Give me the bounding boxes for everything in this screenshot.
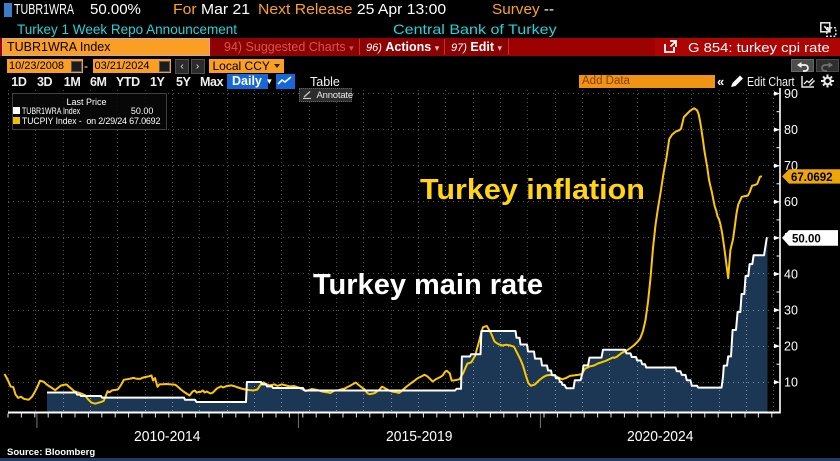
- svg-text:67.0692: 67.0692: [791, 172, 833, 184]
- svg-text:50.00: 50.00: [792, 234, 821, 246]
- svg-text:60: 60: [784, 195, 798, 209]
- svg-text:90: 90: [784, 87, 798, 101]
- svg-text:80: 80: [784, 123, 798, 137]
- svg-text:40: 40: [784, 267, 798, 281]
- svg-text:30: 30: [784, 303, 798, 317]
- svg-text:10: 10: [784, 376, 798, 390]
- svg-text:20: 20: [784, 339, 798, 353]
